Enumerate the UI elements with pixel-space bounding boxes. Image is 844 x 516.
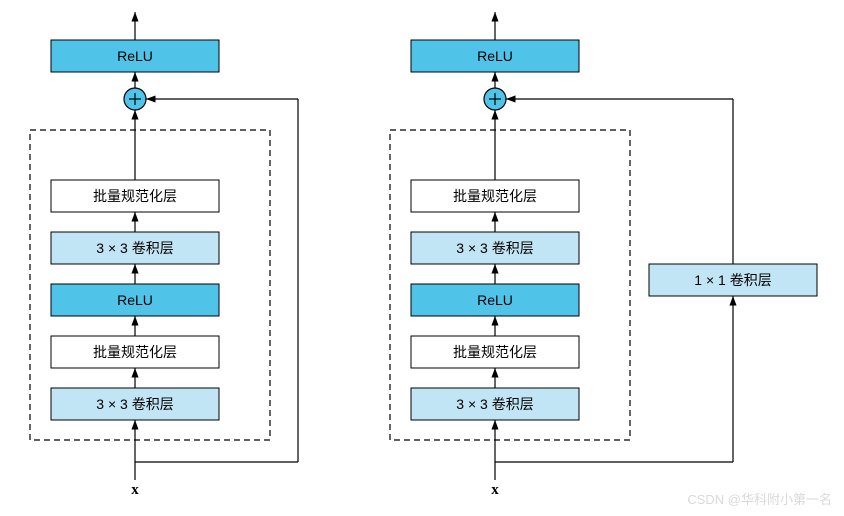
- watermark: CSDN @华科附小第一名: [687, 492, 832, 507]
- right-conv3-0-label: 3 × 3 卷积层: [456, 396, 533, 412]
- left-bn-4-label: 批量规范化层: [93, 188, 177, 204]
- left-relu-top-label: ReLU: [117, 48, 153, 64]
- left-conv3-0-label: 3 × 3 卷积层: [96, 396, 173, 412]
- right-bn-1-label: 批量规范化层: [453, 344, 537, 360]
- right-input-x: x: [491, 482, 499, 498]
- right-bn-4-label: 批量规范化层: [453, 188, 537, 204]
- left-conv3-3-label: 3 × 3 卷积层: [96, 240, 173, 256]
- left-input-x: x: [131, 482, 139, 498]
- right-conv1-label: 1 × 1 卷积层: [694, 272, 771, 288]
- right-relu-top-label: ReLU: [477, 48, 513, 64]
- left-relu-2-label: ReLU: [117, 292, 153, 308]
- right-conv3-3-label: 3 × 3 卷积层: [456, 240, 533, 256]
- left-bn-1-label: 批量规范化层: [93, 344, 177, 360]
- right-relu-2-label: ReLU: [477, 292, 513, 308]
